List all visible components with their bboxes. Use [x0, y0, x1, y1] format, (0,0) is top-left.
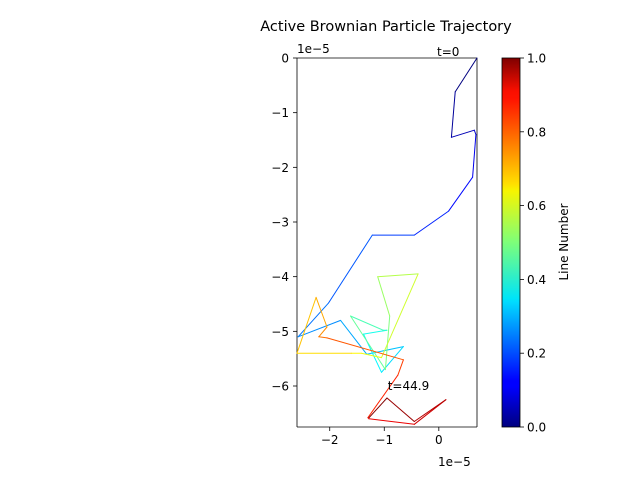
trajectory-segment — [296, 296, 317, 354]
colorbar-gradient — [501, 57, 521, 428]
trajectory-segment — [413, 210, 450, 236]
trajectory-segment — [340, 319, 368, 355]
chart-title: Active Brownian Particle Trajectory — [260, 19, 512, 35]
annotation-start: t=0 — [437, 45, 459, 59]
x-offset-text: 1e−5 — [438, 455, 471, 469]
y-tick-label: −2 — [271, 161, 289, 175]
colorbar-tick-label: 0.8 — [527, 125, 546, 139]
trajectory-segment — [350, 315, 386, 371]
trajectory-segment — [363, 329, 388, 335]
y-tick-label: −6 — [271, 380, 289, 394]
plot-axes — [296, 57, 478, 428]
trajectory-segment — [318, 326, 328, 338]
trajectory-segment — [450, 91, 456, 138]
trajectory-segments — [296, 57, 478, 425]
y-tick-label: −1 — [271, 106, 289, 120]
trajectory-segment — [360, 352, 382, 359]
annotation-background — [431, 44, 471, 57]
trajectory-segment — [381, 273, 419, 359]
trajectory-segment — [297, 302, 330, 338]
colorbar-tick-label: 0.6 — [527, 199, 546, 213]
colorbar-tick-label: 0.4 — [527, 273, 546, 287]
trajectory-segment — [386, 397, 415, 422]
trajectory-segment — [326, 337, 404, 361]
x-tick-label: 0 — [435, 433, 443, 447]
trajectory-segment — [368, 397, 388, 419]
y-tick-label: −3 — [271, 216, 289, 230]
y-tick-label: −5 — [271, 325, 289, 339]
colorbar: 0.0 0.2 0.4 0.6 0.8 1.0 Line Number — [501, 52, 571, 435]
annotation-end: t=44.9 — [388, 379, 429, 393]
colorbar-ticks: 0.0 0.2 0.4 0.6 0.8 1.0 — [520, 52, 546, 435]
y-offset-text: 1e−5 — [297, 42, 330, 56]
x-tick-label: −2 — [321, 433, 339, 447]
colorbar-label: Line Number — [557, 203, 571, 280]
annotations: t=0 t=44.9 — [388, 44, 471, 393]
trajectory-segment — [397, 359, 404, 376]
trajectory-segment — [367, 374, 399, 419]
trajectory-segment — [315, 296, 328, 328]
y-tick-label: −4 — [271, 270, 289, 284]
trajectory-segment — [297, 319, 342, 338]
trajectory-segment — [413, 399, 447, 422]
trajectory-segment — [350, 315, 384, 331]
x-tick-label: −1 — [375, 433, 393, 447]
colorbar-tick-label: 0.0 — [527, 421, 546, 435]
trajectory-segment — [328, 234, 373, 304]
trajectory-segment — [318, 336, 328, 339]
trajectory-segment — [377, 276, 391, 317]
x-axis-ticks: −2 −1 0 — [321, 427, 443, 447]
y-axis-ticks: 0 −1 −2 −3 −4 −5 −6 — [271, 52, 297, 394]
trajectory-segment — [377, 273, 419, 278]
trajectory-segment — [448, 176, 474, 212]
trajectory-segment — [450, 129, 475, 138]
trajectory-segment — [454, 57, 478, 93]
trajectory-segment — [368, 418, 415, 425]
colorbar-tick-label: 1.0 — [527, 52, 546, 66]
y-tick-label: 0 — [281, 52, 289, 66]
colorbar-tick-label: 0.2 — [527, 347, 546, 361]
trajectory-segment — [472, 134, 477, 178]
trajectory-segment — [473, 129, 477, 135]
